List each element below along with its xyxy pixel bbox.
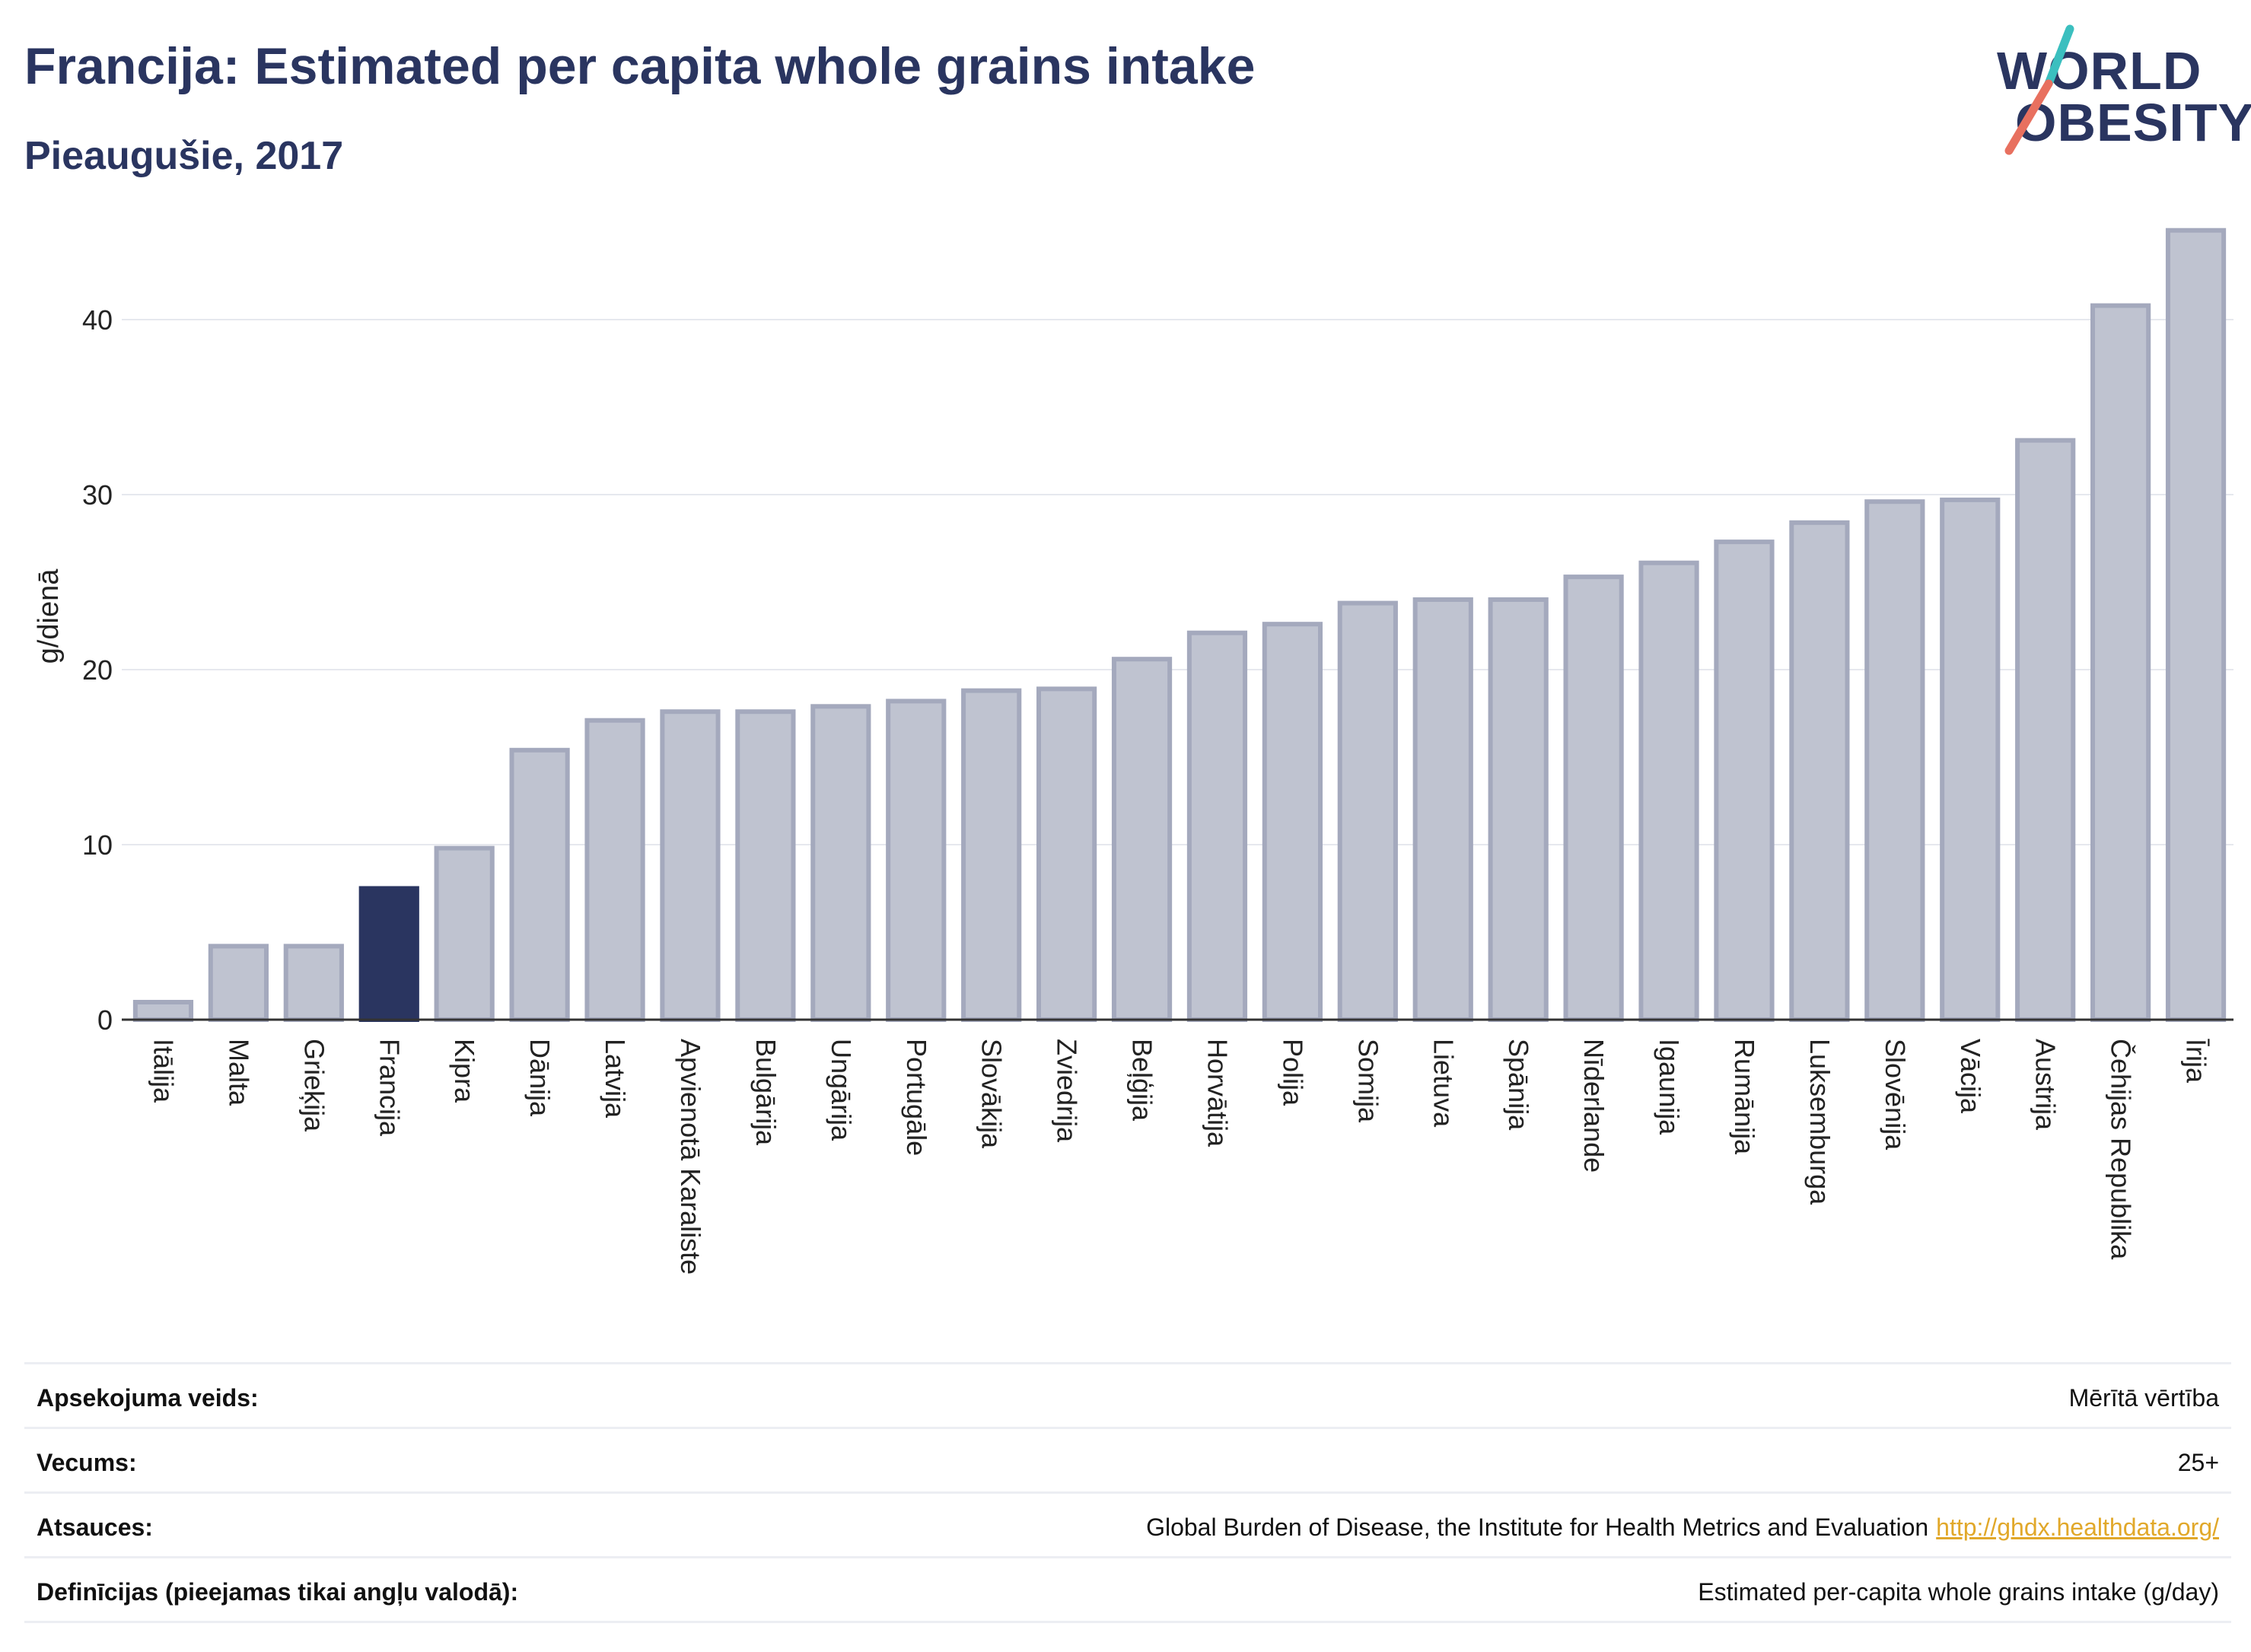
bar-3	[283, 944, 344, 1023]
bar-24	[1864, 499, 1925, 1022]
bar-21	[1638, 560, 1699, 1022]
x-tick-label: Francija	[374, 1039, 405, 1137]
y-tick-label: 20	[82, 654, 113, 686]
x-tick-label: Vācija	[1955, 1039, 1986, 1114]
x-tick-label: Ungārija	[826, 1039, 857, 1141]
x-tick-label: Polija	[1277, 1039, 1308, 1106]
info-value: 25+	[2177, 1449, 2219, 1476]
info-label: Atsauces:	[37, 1514, 153, 1541]
x-tick-label: Malta	[223, 1039, 254, 1106]
info-value: Mērītā vērtība	[2068, 1384, 2219, 1412]
bar-25	[1940, 497, 2001, 1022]
x-tick-label: Somija	[1352, 1039, 1383, 1123]
x-tick-label: Kipra	[449, 1039, 480, 1103]
bar-1	[132, 1000, 194, 1022]
x-tick-label: Horvātija	[1202, 1039, 1233, 1147]
info-row-definitions: Definīcijas (pieejamas tikai angļu valod…	[24, 1556, 2231, 1623]
y-tick-label: 30	[82, 479, 113, 511]
y-tick-label: 40	[82, 304, 113, 336]
x-tick-label: Čehijas Republika	[2106, 1039, 2137, 1260]
info-label: Apsekojuma veids:	[37, 1384, 259, 1412]
x-tick-label: Grieķija	[298, 1039, 330, 1132]
bar-2	[208, 944, 269, 1023]
info-value: Estimated per-capita whole grains intake…	[1698, 1578, 2219, 1606]
x-tick-label: Apvienotā Karaliste	[675, 1039, 706, 1275]
bar-10	[810, 704, 871, 1022]
bar-4	[358, 886, 419, 1022]
bar-17	[1337, 600, 1398, 1022]
x-tick-label: Lietuva	[1428, 1039, 1459, 1128]
bar-6	[509, 747, 570, 1022]
y-axis-label: g/dienā	[33, 568, 65, 664]
x-tick-label: Itālija	[148, 1039, 179, 1103]
info-row-survey-type: Apsekojuma veids: Mērītā vērtība	[24, 1362, 2231, 1427]
bar-13	[1036, 686, 1097, 1022]
bar-chart: 0 10 20 30 40 Itālija Malta Grieķija Francija Ki…	[33, 228, 2233, 1275]
info-table: Apsekojuma veids: Mērītā vērtība Vecums:…	[24, 1362, 2231, 1623]
info-label: Definīcijas (pieejamas tikai angļu valod…	[37, 1578, 519, 1606]
bar-19	[1488, 597, 1549, 1022]
info-value-sources: Global Burden of Disease, the Institute …	[1146, 1514, 2219, 1542]
bar-28	[2165, 228, 2227, 1023]
x-tick-label: Zviedrija	[1052, 1039, 1083, 1143]
x-tick-label: Īrija	[2181, 1039, 2212, 1084]
y-tick-label: 0	[97, 1004, 113, 1036]
bar-8	[660, 709, 721, 1022]
x-tick-label: Beļģija	[1127, 1039, 1158, 1122]
chart-title: Francija: Estimated per capita whole gra…	[24, 37, 1256, 95]
x-tick-label: Portugāle	[901, 1039, 932, 1156]
x-tick-label: Luksemburga	[1804, 1039, 1836, 1205]
x-tick-label: Dānija	[524, 1039, 556, 1117]
x-tick-labels: Itālija Malta Grieķija Francija Kipra Dānija L…	[148, 1039, 2211, 1275]
bar-5	[434, 845, 495, 1022]
x-tick-label: Igaunija	[1654, 1039, 1685, 1135]
bar-14	[1111, 657, 1173, 1022]
y-tick-labels: 0 10 20 30 40	[82, 304, 113, 1036]
bar-18	[1412, 597, 1473, 1022]
world-obesity-logo: WORLD OBESITY	[1979, 23, 2251, 160]
bar-16	[1262, 622, 1323, 1022]
bar-22	[1714, 540, 1775, 1022]
bar-27	[2090, 303, 2151, 1023]
bar-15	[1186, 630, 1248, 1022]
bars	[132, 228, 2227, 1023]
bar-20	[1563, 575, 1624, 1022]
bar-26	[2015, 438, 2076, 1022]
info-label: Vecums:	[37, 1449, 137, 1476]
chart-subtitle: Pieaugušie, 2017	[24, 134, 344, 178]
bar-12	[961, 688, 1022, 1022]
y-tick-label: 10	[82, 829, 113, 861]
bar-9	[735, 709, 796, 1022]
bar-23	[1789, 520, 1850, 1022]
info-row-age: Vecums: 25+	[24, 1427, 2231, 1491]
x-tick-label: Rumānija	[1729, 1039, 1760, 1155]
x-tick-label: Slovēnija	[1880, 1039, 1911, 1151]
x-tick-label: Bulgārija	[750, 1039, 782, 1146]
logo-slash-icon	[2004, 24, 2074, 155]
logo-text-obesity: OBESITY	[2015, 93, 2251, 152]
logo-text-world: WORLD	[1997, 41, 2202, 100]
source-text: Global Burden of Disease, the Institute …	[1146, 1514, 1929, 1541]
x-tick-label: Nīderlande	[1578, 1039, 1609, 1173]
x-tick-label: Austrija	[2030, 1039, 2062, 1131]
bar-7	[584, 718, 645, 1022]
x-tick-label: Slovākija	[976, 1039, 1008, 1149]
source-link[interactable]: http://ghdx.healthdata.org/	[1936, 1514, 2219, 1541]
info-row-sources: Atsauces: Global Burden of Disease, the …	[24, 1491, 2231, 1556]
x-tick-label: Spānija	[1503, 1039, 1534, 1131]
x-tick-label: Latvija	[600, 1039, 631, 1119]
bar-11	[886, 699, 947, 1023]
